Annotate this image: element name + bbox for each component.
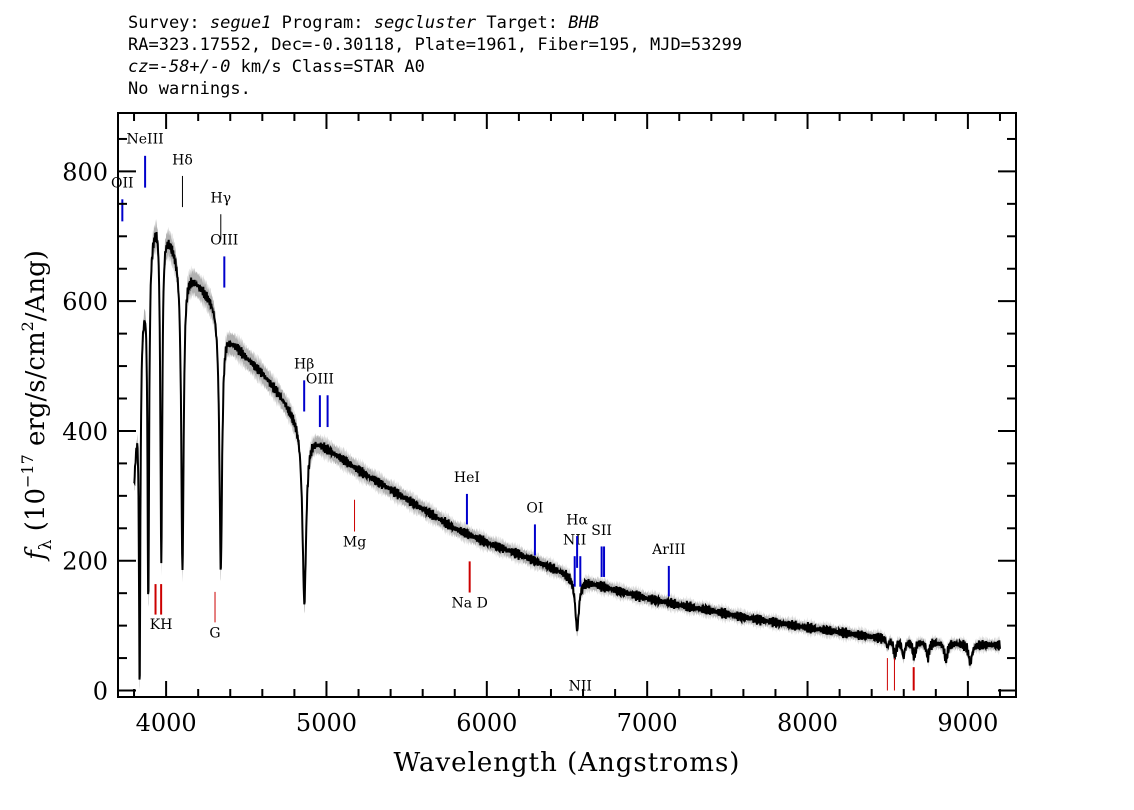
line-marker-layer: OIINeIIIHδHγOIIIHβOIIIHeIOINIIHαNIISIIAr…: [111, 131, 915, 695]
emission-line-label: Hα: [566, 512, 588, 528]
survey-label: Survey:: [128, 13, 200, 33]
cz-label: cz=: [128, 57, 159, 77]
emission-line-label: SII: [591, 523, 612, 539]
emission-line-label: Hγ: [210, 191, 231, 207]
x-tick-label: 8000: [777, 709, 838, 737]
absorption-line-label: Na D: [452, 595, 488, 611]
emission-line-label: Hδ: [172, 152, 193, 168]
y-label-mid: erg/s/cm: [21, 331, 51, 454]
emission-line-label: Hβ: [294, 357, 314, 373]
x-tick-label: 7000: [617, 709, 678, 737]
spectrum-header: Survey: segue1 Program: segcluster Targe…: [128, 12, 1028, 100]
error-band-layer: [134, 218, 1000, 690]
header-line-redshift: cz=-58+/-0 km/s Class=STAR A0: [128, 56, 1028, 78]
error-band: [134, 218, 1000, 690]
y-label-end: /Ang): [21, 250, 51, 321]
emission-line-label: OII: [111, 176, 134, 192]
plot-frame: [117, 112, 1017, 698]
spectrum-layer: [133, 232, 1001, 680]
emission-line-label: NII: [569, 679, 592, 695]
x-tick-label: 5000: [296, 709, 357, 737]
emission-line-label: OIII: [306, 372, 334, 388]
cz-value: -58+/-0: [158, 57, 231, 77]
header-line-survey: Survey: segue1 Program: segcluster Targe…: [128, 12, 1028, 34]
x-tick-label: 9000: [937, 709, 998, 737]
y-tick-label: 200: [62, 548, 108, 576]
absorption-line-label: G: [209, 625, 220, 641]
x-tick-label: 6000: [456, 709, 517, 737]
y-label-sub: λ: [36, 539, 56, 550]
spectrum-line: [133, 232, 1001, 680]
emission-line-label: NII: [563, 533, 586, 549]
header-line-warnings: No warnings.: [128, 79, 251, 99]
y-label-exp: −17: [18, 454, 37, 488]
class-text: km/s Class=STAR A0: [230, 57, 425, 77]
x-axis-label: Wavelength (Angstroms): [394, 748, 741, 778]
absorption-line-label: KH: [150, 617, 173, 633]
emission-line-label: ArIII: [651, 542, 685, 558]
header-line-coords: RA=323.17552, Dec=-0.30118, Plate=1961, …: [128, 35, 743, 55]
target-label: Target:: [486, 13, 558, 33]
survey-value: segue1: [209, 13, 272, 33]
y-axis-label: fλ (10−17 erg/s/cm2/Ang): [18, 250, 56, 562]
y-tick-label: 800: [62, 158, 108, 186]
x-tick-label: 4000: [136, 709, 197, 737]
program-value: segcluster: [373, 13, 477, 33]
program-label: Program:: [281, 13, 364, 33]
y-tick-label: 600: [62, 288, 108, 316]
emission-line-label: OIII: [210, 233, 238, 249]
absorption-line-label: Mg: [343, 534, 366, 550]
y-tick-label: 0: [93, 678, 108, 706]
emission-line-label: NeIII: [127, 131, 164, 147]
emission-line-label: OI: [526, 501, 543, 517]
axis-ticks-layer: 4000 5000 6000 7000 8000 9000 0 200 400 600 800: [62, 113, 1016, 737]
emission-line-label: HeI: [454, 470, 480, 486]
y-label-exp2: 2: [18, 321, 37, 331]
target-value: BHB: [568, 13, 599, 33]
y-label-main: (10: [21, 488, 51, 540]
y-tick-label: 400: [62, 418, 108, 446]
